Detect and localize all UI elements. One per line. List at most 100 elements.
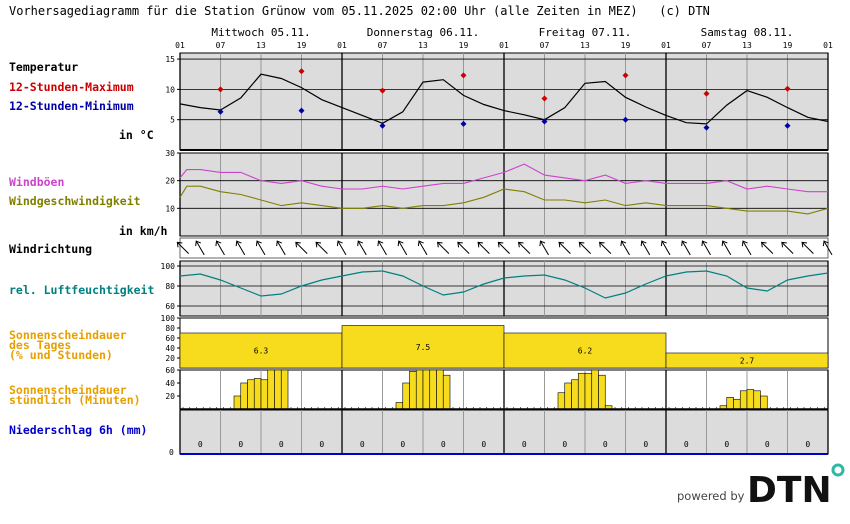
label-sun-daily-1: Sonnenscheindauer — [9, 328, 127, 342]
precip-value-label: 0 — [319, 440, 324, 449]
sun-hourly-bar — [584, 372, 593, 410]
powered-by-text: powered by — [677, 489, 745, 503]
precip-value-label: 0 — [400, 440, 405, 449]
max12-point — [298, 68, 305, 75]
arrow-head — [558, 241, 565, 248]
min12-point — [703, 124, 710, 131]
wind-direction-arrow — [336, 240, 347, 256]
dtn-logo: powered by DTN — [677, 462, 849, 510]
arrow-head — [195, 240, 202, 247]
arrow-shaft — [236, 240, 246, 256]
precip-value-label: 0 — [765, 440, 770, 449]
wind-direction-arrow — [276, 240, 286, 256]
sun-hourly-yaxis-tick-label: 60 — [165, 366, 175, 375]
wind-direction-arrow — [176, 241, 190, 255]
arrow-head — [781, 241, 787, 248]
precip-value-label: 0 — [238, 440, 243, 449]
sun-daily-yaxis-tick-label: 100 — [161, 314, 176, 323]
humidity-yaxis-tick-label: 60 — [165, 302, 175, 311]
sun-hourly-bar — [577, 372, 586, 410]
label-temperature: Temperatur — [9, 60, 79, 74]
precip-value-label: 0 — [643, 440, 648, 449]
sun-daily-hours-label: 2.7 — [740, 357, 755, 366]
wind-speed-line — [179, 185, 829, 215]
hour-tick-label: 13 — [580, 41, 590, 50]
day-label: Freitag 07.11. — [539, 26, 632, 39]
arrow-shaft — [681, 240, 691, 256]
sun-hourly-bar — [753, 390, 761, 410]
arrow-head — [721, 240, 728, 247]
label-sun-daily-2: des Tages — [9, 338, 72, 352]
sun-hourly-bar — [422, 369, 431, 410]
sun-hourly-bar — [442, 374, 451, 410]
hour-tick-label: 13 — [742, 41, 752, 50]
gusts-line — [179, 163, 828, 193]
arrow-head — [397, 240, 404, 247]
day-label: Donnerstag 06.11. — [367, 26, 480, 39]
sun-hourly-yaxis-tick-label: 20 — [165, 392, 175, 401]
wind-direction-arrow — [437, 241, 450, 255]
arrow-shaft — [176, 241, 190, 255]
arrow-head — [235, 240, 242, 247]
sun-hourly-bar — [739, 390, 748, 410]
arrow-head — [357, 240, 364, 247]
arrow-shaft — [276, 240, 286, 256]
precip-value-label: 0 — [441, 440, 446, 449]
wind-direction-arrow — [822, 240, 833, 256]
sun-hourly-bar — [415, 369, 424, 410]
sun-hourly-bar — [267, 369, 275, 410]
sun-hourly-bar — [240, 382, 248, 410]
wind-direction-arrow — [640, 240, 651, 256]
arrow-head — [640, 240, 647, 247]
sun-hourly-bar — [395, 402, 404, 410]
min12-point — [622, 116, 629, 123]
day-label: Samstag 08.11. — [701, 26, 794, 39]
min12-point — [379, 122, 386, 129]
arrow-shaft — [418, 240, 428, 256]
wind-direction-arrow — [235, 240, 246, 256]
arrow-head — [295, 241, 301, 248]
label-gusts: Windböen — [9, 175, 65, 189]
wind-direction-arrow — [701, 240, 711, 256]
min12-point — [541, 118, 548, 125]
min12-point — [460, 120, 467, 127]
label-12h-min: 12-Stunden-Minimum — [9, 99, 134, 113]
sun-hourly-bar — [280, 369, 289, 410]
arrow-shaft — [761, 241, 774, 255]
sun-daily-yaxis-tick-label: 20 — [165, 354, 175, 363]
precip-value-label: 0 — [724, 440, 729, 449]
sun-daily-hours-label: 6.3 — [254, 347, 269, 356]
wind-direction-arrow — [497, 241, 511, 255]
page-title: Vorhersagediagramm für die Station Grüno… — [9, 4, 710, 18]
label-sun-hourly-1: Sonnenscheindauer — [9, 383, 127, 397]
min12-point — [298, 107, 305, 114]
precip-value-label: 0 — [198, 440, 203, 449]
arrow-head — [761, 241, 767, 248]
arrow-head — [701, 240, 708, 247]
arrow-head — [599, 241, 605, 248]
precip-value-label: 0 — [684, 440, 689, 449]
sun-daily-hours-label: 7.5 — [416, 343, 431, 352]
arrow-head — [477, 241, 484, 248]
hour-tick-label: 01 — [823, 41, 833, 50]
arrow-shaft — [540, 240, 549, 256]
max12-point — [379, 87, 386, 94]
sun-hourly-bar — [253, 378, 262, 410]
arrow-shaft — [801, 241, 814, 255]
wind-direction-arrow — [681, 240, 691, 256]
sun-hourly-bar — [733, 398, 741, 410]
arrow-shaft — [457, 241, 470, 255]
arrow-head — [255, 240, 262, 247]
arrow-head — [497, 241, 504, 248]
max12-point — [703, 90, 710, 97]
wind-direction-arrow — [801, 241, 814, 255]
wind-yaxis-tick-label: 30 — [165, 149, 175, 158]
humidity-yaxis-tick-label: 100 — [161, 262, 176, 271]
arrow-shaft — [558, 241, 571, 255]
sun-hourly-bar — [247, 379, 255, 410]
max12-point — [541, 95, 548, 102]
wind-direction-arrow — [215, 240, 225, 256]
precip-value-label: 0 — [279, 440, 284, 449]
arrow-shaft — [295, 241, 308, 255]
